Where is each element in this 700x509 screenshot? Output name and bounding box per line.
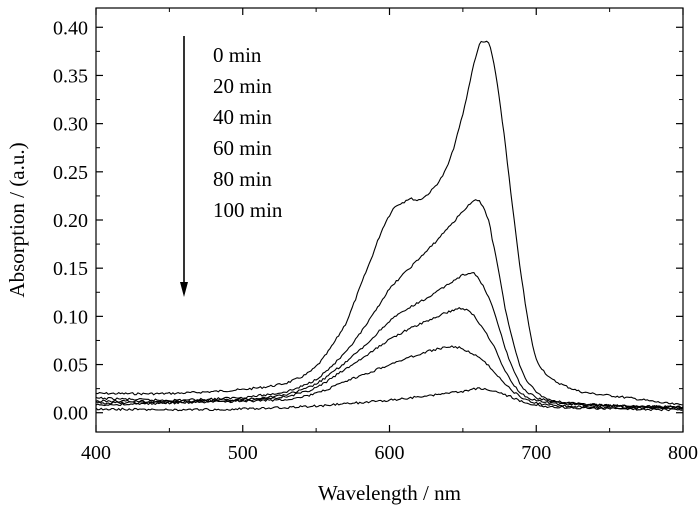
y-axis: 0.00 0.05 0.10 0.15 0.20 0.25 0.30 0.35 0.40 [53,17,683,425]
y-tick-label: 0.15 [53,258,88,280]
series-layer [95,40,684,412]
x-tick-label: 500 [228,442,258,464]
y-axis-title: Absorption / (a.u.) [5,142,29,297]
series-line [95,345,684,410]
y-tick-label: 0.05 [53,355,88,377]
y-tick-label: 0.10 [53,306,88,328]
series-line [95,387,684,412]
series-line [95,199,684,409]
legend-entry: 0 min [213,43,262,67]
y-tick-label: 0.30 [53,114,88,136]
legend-arrow-head [180,282,188,297]
x-tick-label: 700 [521,442,551,464]
legend-entry: 40 min [213,105,272,129]
legend-entry: 20 min [213,74,272,98]
x-tick-label: 600 [375,442,405,464]
x-axis: 400 500 600 700 800 [81,8,698,464]
legend-entry: 80 min [213,167,272,191]
x-tick-label: 400 [81,442,111,464]
series-line [95,40,684,406]
y-tick-label: 0.20 [53,210,88,232]
x-tick-label: 800 [668,442,698,464]
legend-entry: 60 min [213,136,272,160]
legend-entry: 100 min [213,198,283,222]
y-tick-label: 0.35 [53,65,88,87]
y-tick-label: 0.40 [53,17,88,39]
y-tick-label: 0.00 [53,403,88,425]
y-tick-label: 0.25 [53,162,88,184]
x-axis-title: Wavelength / nm [318,481,461,505]
legend: 0 min 20 min 40 min 60 min 80 min 100 min [180,36,283,297]
